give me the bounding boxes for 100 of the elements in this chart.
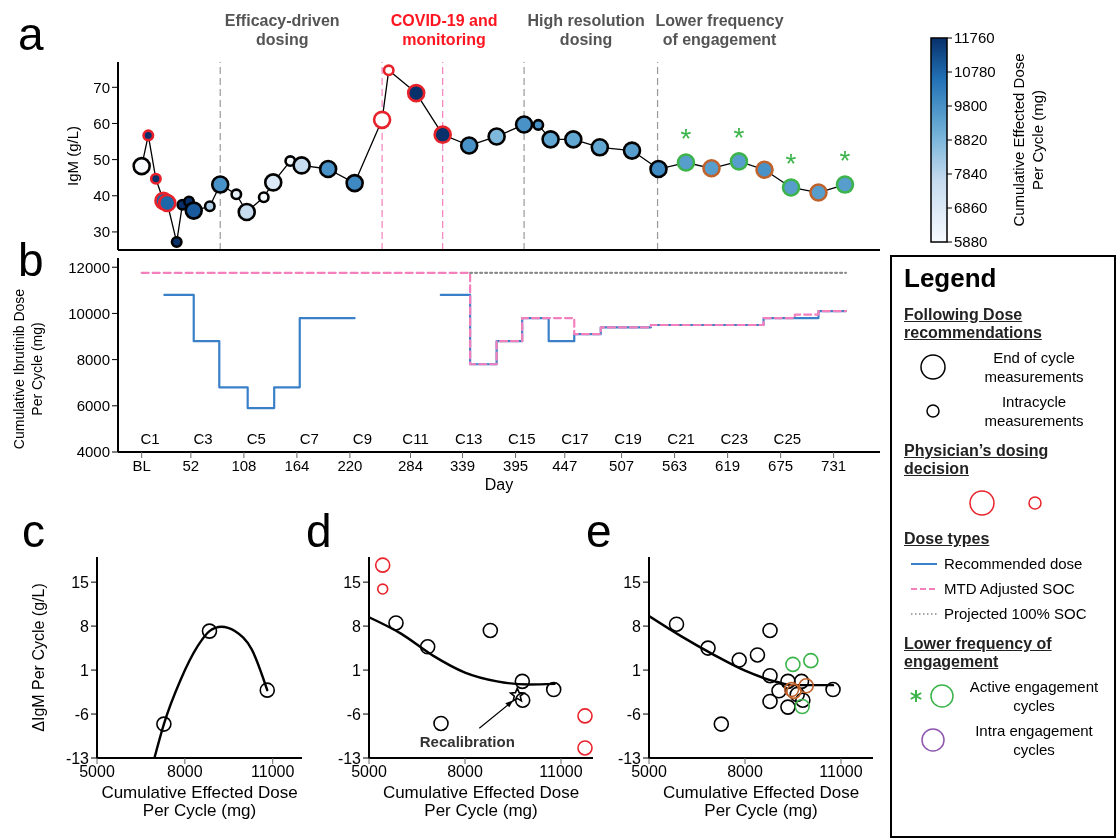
text: Lower frequency of engagement — [904, 635, 1053, 671]
point — [731, 652, 748, 668]
y-tick-label: 70 — [93, 78, 110, 96]
x-tick-label: 11000 — [819, 763, 863, 781]
y-tick-label: 15 — [71, 573, 90, 591]
color-bar-label: 11760 — [954, 29, 995, 46]
point — [780, 699, 796, 715]
chart-title: e — [586, 505, 612, 557]
y-tick-label: 8 — [80, 617, 90, 635]
text: MTD Adjusted SOC — [944, 579, 1076, 598]
annotation: C25 — [773, 430, 802, 447]
y-axis-title: IgM (g/L) — [64, 125, 81, 187]
y-tick-label: 10000 — [68, 304, 110, 322]
point — [789, 686, 806, 703]
chart-title: c — [22, 505, 45, 557]
x-tick-label: 563 — [662, 456, 688, 474]
point — [259, 682, 276, 698]
text: Dose types — [904, 530, 991, 548]
x-axis-title: Cumulative Effected Dose Per Cycle (mg) — [101, 783, 298, 820]
y-tick-label: 1 — [632, 661, 642, 679]
y-tick-label: 40 — [93, 187, 110, 205]
annotation: C17 — [561, 430, 589, 447]
y-tick-label: -6 — [346, 705, 362, 723]
chart-title: d — [306, 505, 332, 557]
color-bar-label: 5880 — [954, 233, 988, 250]
x-tick-label: 8000 — [167, 763, 203, 781]
point — [419, 639, 436, 655]
x-tick-label: 284 — [397, 456, 424, 474]
x-tick-label: 52 — [182, 456, 200, 474]
point — [433, 715, 449, 732]
x-tick-label: 5000 — [631, 763, 667, 781]
annotation: C23 — [720, 430, 748, 447]
point — [762, 667, 778, 684]
text: Active engagement cycles — [968, 677, 1100, 715]
y-tick-label: 6000 — [76, 397, 110, 415]
point — [388, 615, 404, 631]
text: Projected 100% SOC — [944, 604, 1088, 623]
x-tick-label: 8000 — [447, 763, 483, 781]
point — [762, 622, 778, 639]
y-tick-label: 12000 — [68, 258, 110, 276]
y-tick-label: 15 — [623, 573, 642, 591]
point — [514, 692, 531, 709]
annotation: Recalibration — [419, 733, 515, 751]
color-bar-label: 7840 — [954, 165, 988, 182]
point — [668, 616, 685, 633]
ref-line-label: Efficacy-driven dosing — [224, 12, 340, 48]
point — [803, 652, 819, 669]
y-tick-label: -6 — [626, 705, 642, 723]
annotation: C19 — [614, 430, 642, 447]
text: Intra engagement cycles — [974, 721, 1094, 759]
point — [545, 681, 562, 698]
y-tick-label: 4000 — [76, 443, 110, 461]
text: Following Dose recommendations — [904, 306, 1043, 342]
x-axis-title: Cumulative Effected Dose Per Cycle (mg) — [662, 783, 860, 820]
text: Recommended dose — [944, 554, 1084, 573]
data-label: * — [680, 122, 692, 154]
point — [825, 681, 841, 698]
annotation: C7 — [299, 430, 319, 447]
color-bar-label: 10780 — [954, 63, 996, 80]
y-tick-label: 30 — [93, 223, 110, 241]
data-label: * — [839, 145, 851, 177]
data-label: * — [785, 147, 797, 179]
point — [785, 656, 801, 673]
text: End of cycle measurements — [983, 348, 1085, 386]
annotation: C21 — [667, 430, 695, 447]
x-axis-title: Cumulative Effected Dose Per Cycle (mg) — [382, 783, 580, 820]
point — [798, 677, 814, 694]
x-tick-label: 731 — [821, 456, 847, 474]
annotation: C13 — [454, 430, 483, 447]
point — [795, 692, 811, 709]
y-tick-label: 8 — [632, 617, 642, 635]
annotation: C9 — [352, 430, 373, 447]
point — [780, 673, 796, 690]
point — [762, 693, 778, 710]
data-label: * — [733, 121, 745, 153]
x-tick-label: 507 — [609, 456, 635, 474]
x-tick-label: 447 — [552, 456, 578, 474]
x-tick-label: 5000 — [79, 763, 115, 781]
x-tick-label: 395 — [503, 456, 529, 474]
color-bar-title: Cumulative Effected Dose Per Cycle (mg) — [1009, 53, 1046, 227]
y-tick-label: 1 — [80, 661, 90, 679]
point — [156, 716, 172, 732]
x-tick-label: 11000 — [539, 763, 583, 781]
chart-title: b — [18, 234, 44, 286]
y-tick-label: 8 — [352, 617, 362, 635]
x-tick-label: 11000 — [251, 763, 295, 781]
annotation: C11 — [402, 430, 429, 447]
y-tick-label: 1 — [352, 661, 362, 679]
point — [794, 698, 811, 715]
x-tick-label: BL — [132, 456, 151, 474]
y-axis-title: ΔIgM Per Cycle (g/L) — [30, 583, 47, 732]
annotation: C3 — [193, 430, 213, 447]
text: Intracycle measurements — [983, 392, 1085, 430]
annotation: C5 — [246, 430, 266, 447]
text: Physician’s dosing decision — [904, 442, 1050, 478]
x-tick-label: 675 — [768, 456, 794, 474]
point — [514, 673, 531, 690]
annotation: C15 — [508, 430, 536, 447]
point — [793, 673, 810, 690]
y-tick-label: 8000 — [76, 350, 110, 368]
